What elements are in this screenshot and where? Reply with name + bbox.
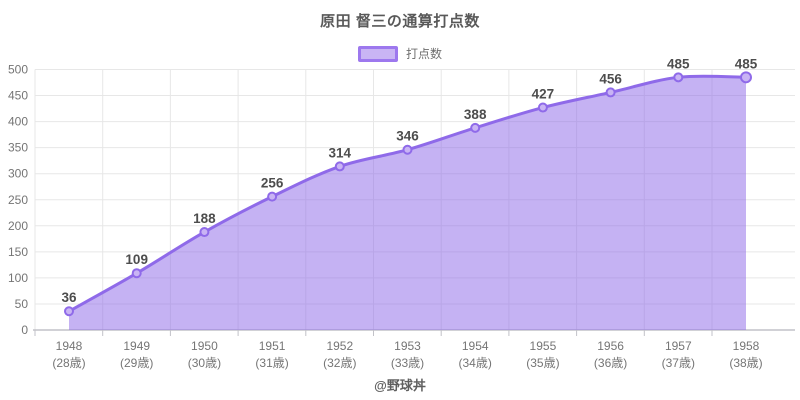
y-tick-label: 150 — [8, 245, 28, 259]
x-tick-year-label: 1957 — [665, 339, 692, 353]
data-point-marker[interactable] — [740, 71, 752, 84]
series-area-fill — [69, 76, 746, 330]
legend: 打点数 — [0, 45, 800, 62]
x-tick-age-label: (32歳) — [323, 356, 356, 370]
y-tick-label: 450 — [8, 89, 28, 103]
x-tick-year-label: 1954 — [462, 339, 489, 353]
x-tick-age-label: (35歳) — [526, 356, 559, 370]
x-tick-age-label: (28歳) — [52, 356, 85, 370]
data-point-marker[interactable] — [199, 227, 210, 238]
point-value-label: 485 — [735, 56, 758, 71]
x-tick-year-label: 1948 — [56, 339, 83, 353]
data-point-marker[interactable] — [267, 191, 278, 202]
x-tick-age-label: (34歳) — [459, 356, 492, 370]
point-value-label: 346 — [396, 129, 419, 144]
point-value-label: 456 — [599, 71, 622, 86]
x-tick-year-label: 1955 — [530, 339, 557, 353]
y-tick-label: 300 — [8, 167, 28, 181]
x-tick-year-label: 1958 — [733, 339, 760, 353]
data-point-marker[interactable] — [673, 72, 684, 83]
x-tick-year-label: 1951 — [259, 339, 286, 353]
point-value-label: 485 — [667, 56, 690, 71]
point-value-label: 36 — [61, 290, 77, 305]
y-tick-label: 100 — [8, 271, 28, 285]
x-tick-year-label: 1950 — [191, 339, 218, 353]
x-tick-year-label: 1956 — [597, 339, 624, 353]
x-tick-year-label: 1949 — [123, 339, 150, 353]
y-tick-label: 350 — [8, 141, 28, 155]
point-value-label: 109 — [125, 252, 148, 267]
x-tick-age-label: (38歳) — [729, 356, 762, 370]
data-point-marker[interactable] — [64, 306, 74, 317]
point-value-label: 427 — [532, 87, 555, 102]
data-point-marker[interactable] — [605, 87, 616, 98]
y-tick-label: 0 — [21, 323, 28, 337]
chart-title: 原田 督三の通算打点数 — [320, 13, 480, 30]
x-tick-age-label: (30歳) — [188, 356, 221, 370]
x-tick-age-label: (29歳) — [120, 356, 153, 370]
x-tick-year-label: 1952 — [326, 339, 353, 353]
x-tick-age-label: (36歳) — [594, 356, 627, 370]
y-tick-label: 250 — [8, 193, 28, 207]
point-value-label: 256 — [261, 176, 284, 191]
legend-label: 打点数 — [405, 47, 442, 61]
data-point-marker[interactable] — [470, 122, 481, 133]
point-value-label: 188 — [193, 211, 216, 226]
x-tick-age-label: (33歳) — [391, 356, 424, 370]
point-value-label: 314 — [329, 145, 352, 160]
data-point-marker[interactable] — [334, 161, 345, 172]
footer-credit: @野球丼 — [374, 378, 426, 393]
x-tick-year-label: 1953 — [394, 339, 421, 353]
x-tick-age-label: (37歳) — [662, 356, 695, 370]
y-tick-label: 400 — [8, 115, 28, 129]
legend-swatch-icon — [357, 45, 398, 62]
y-tick-label: 200 — [8, 219, 28, 233]
point-value-label: 388 — [464, 107, 487, 122]
data-point-marker[interactable] — [131, 268, 142, 279]
y-tick-label: 50 — [15, 297, 29, 311]
x-tick-age-label: (31歳) — [255, 356, 288, 370]
data-point-marker[interactable] — [537, 102, 548, 113]
y-tick-label: 500 — [8, 63, 28, 77]
legend-item-rbi[interactable]: 打点数 — [357, 45, 442, 62]
data-point-marker[interactable] — [402, 144, 413, 155]
